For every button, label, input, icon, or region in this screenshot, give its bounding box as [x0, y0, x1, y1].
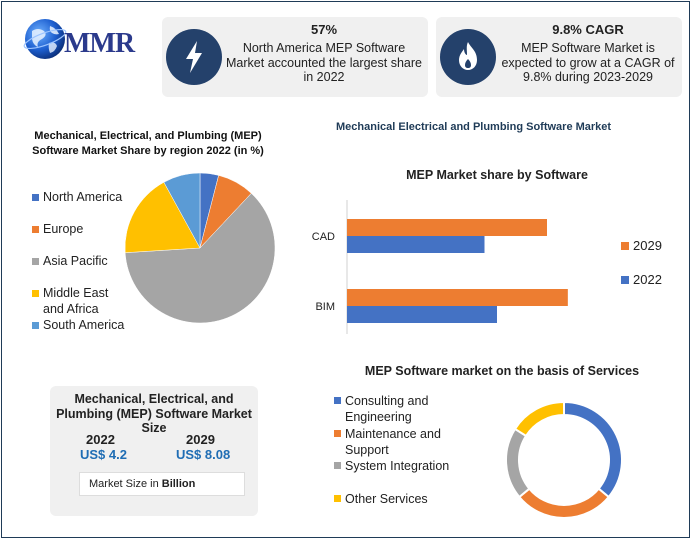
legend-swatch — [32, 258, 39, 265]
stat-headline: 57% — [310, 22, 338, 37]
legend-item: Middle East and Africa — [32, 286, 127, 317]
legend-label: Europe — [43, 222, 84, 236]
stat-card-cagr: 9.8% CAGR MEP Software Market is expecte… — [436, 17, 682, 97]
category-label: CAD — [312, 231, 335, 243]
legend-swatch — [334, 430, 341, 437]
stat-text: North America MEP Software Market accoun… — [226, 41, 422, 84]
legend-item: Asia Pacific — [32, 254, 127, 270]
legend-label: 2029 — [633, 238, 662, 253]
legend-item: Europe — [32, 222, 127, 238]
bar-cad-2022 — [347, 236, 485, 253]
year-2022: 2022 — [86, 432, 115, 447]
legend-label: North America — [43, 190, 123, 204]
legend-swatch — [334, 495, 341, 502]
legend-label: Asia Pacific — [43, 254, 108, 268]
pie-chart-title: Mechanical, Electrical, and Plumbing (ME… — [32, 130, 264, 157]
donut-segment-maintenance-and-support — [517, 487, 611, 519]
legend-swatch — [32, 322, 39, 329]
globe-icon — [23, 19, 67, 59]
legend-swatch — [334, 462, 341, 469]
legend-swatch — [32, 194, 39, 201]
legend-label: 2022 — [633, 272, 662, 287]
market-size-note: Market Size in Billion — [79, 472, 245, 496]
bar-chart-title: MEP Market share by Software — [406, 168, 588, 182]
bar-bim-2022 — [347, 306, 497, 323]
note-prefix: Market Size in — [89, 478, 162, 490]
category-label: BIM — [315, 301, 335, 313]
legend-swatch — [32, 290, 39, 297]
stat-card-north-america: 57% North America MEP Software Market ac… — [162, 17, 428, 97]
legend-item: Other Services — [334, 491, 484, 507]
legend-label: Consulting and Engineering — [345, 394, 429, 424]
flame-icon-badge — [440, 29, 496, 85]
market-size-title: Mechanical, Electrical, and Plumbing (ME… — [56, 392, 252, 435]
legend-swatch — [32, 226, 39, 233]
stat-headline: 9.8% CAGR — [552, 22, 624, 37]
software-bar-chart: CAD BIM — [312, 200, 568, 334]
legend-item: System Integration — [334, 458, 484, 474]
bar-bim-2029 — [347, 289, 568, 306]
brand-name: MMR — [64, 28, 135, 59]
legend-label: Maintenance and Support — [345, 427, 441, 457]
note-unit: Billion — [161, 478, 196, 490]
flame-icon — [459, 42, 477, 70]
donut-chart-title: MEP Software market on the basis of Serv… — [364, 364, 640, 378]
services-donut-chart — [505, 400, 623, 519]
legend-swatch — [334, 397, 341, 404]
legend-item: 2029 — [621, 238, 662, 253]
market-size-card: Mechanical, Electrical, and Plumbing (ME… — [50, 386, 258, 516]
legend-label: South America — [43, 318, 125, 332]
donut-segment-system-integration — [505, 427, 531, 499]
legend-item: South America — [32, 318, 127, 334]
legend-swatch — [621, 276, 629, 284]
legend-label: Middle East and Africa — [43, 286, 109, 316]
legend-item: 2022 — [621, 272, 662, 287]
bar-cad-2029 — [347, 219, 547, 236]
pie-slice-asia-pacific — [124, 192, 276, 324]
year-2029: 2029 — [186, 432, 215, 447]
region-pie-chart — [124, 172, 276, 324]
legend-item: North America — [32, 190, 127, 206]
donut-segment-consulting-and-engineering — [563, 400, 623, 499]
pie-slice-middle-east-and-africa — [124, 181, 201, 253]
pie-slice-south-america — [163, 172, 201, 249]
legend-item: Maintenance and Support — [334, 426, 484, 458]
lightning-icon-badge — [166, 29, 222, 85]
stat-text: MEP Software Market is expected to grow … — [501, 41, 675, 84]
donut-segment-other-services — [513, 400, 565, 438]
legend-item: Consulting and Engineering — [334, 393, 484, 425]
lightning-icon — [186, 41, 202, 73]
value-2022: US$ 4.2 — [80, 447, 127, 462]
main-title: Mechanical Electrical and Plumbing Softw… — [336, 121, 612, 133]
legend-label: System Integration — [345, 459, 450, 473]
value-2029: US$ 8.08 — [176, 447, 231, 462]
legend-label: Other Services — [345, 492, 428, 506]
legend-swatch — [621, 242, 629, 250]
logo: MMR — [14, 14, 144, 70]
